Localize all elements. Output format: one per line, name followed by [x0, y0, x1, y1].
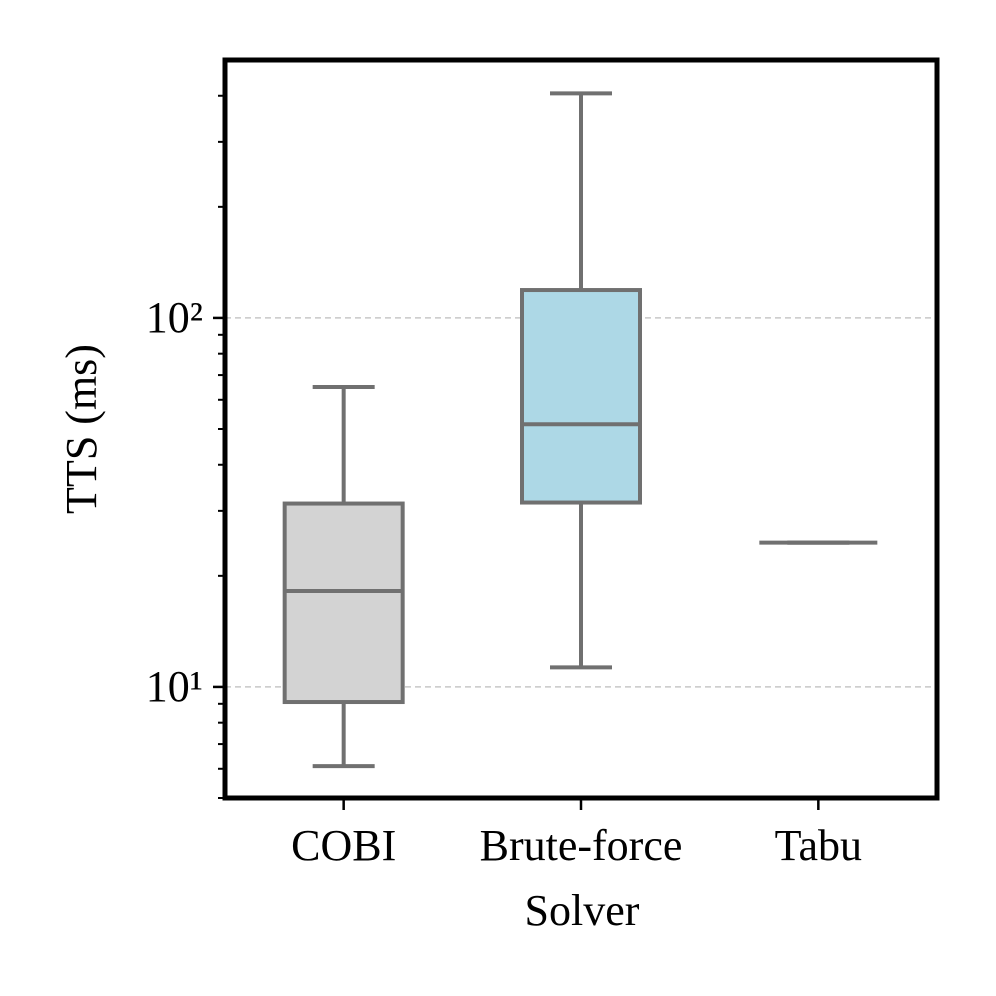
box: [282, 501, 405, 705]
y-axis-label: TTS (ms): [57, 344, 106, 514]
y-tick-label: 10¹: [146, 662, 203, 711]
x-axis-label: Solver: [525, 886, 640, 935]
plot-frame: [222, 57, 940, 801]
x-tick-label: Tabu: [775, 821, 862, 870]
y-tick-label: 10²: [146, 293, 203, 342]
x-tick-label: COBI: [291, 821, 396, 870]
box: [520, 288, 642, 505]
x-tick-label: Brute-force: [480, 821, 683, 870]
